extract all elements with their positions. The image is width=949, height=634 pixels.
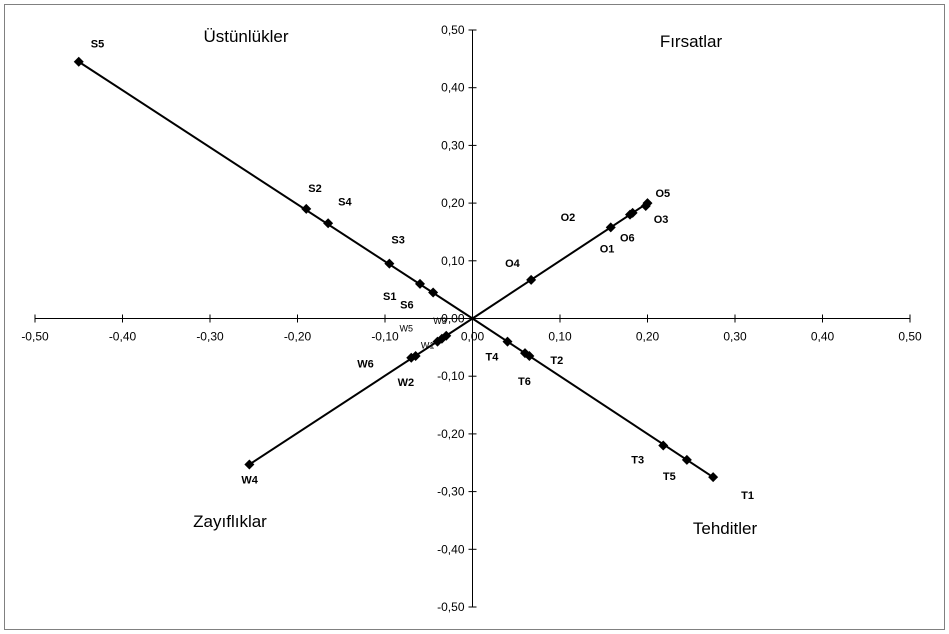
marker-t3 [658, 440, 669, 451]
series-line-t [471, 317, 714, 479]
y-tick-label: -0,30 [437, 485, 465, 499]
point-label-o4: O4 [505, 258, 521, 270]
x-tick-label: 0,20 [636, 330, 660, 344]
y-tick-label: -0,10 [437, 369, 465, 383]
point-label-s6: S6 [400, 300, 413, 312]
marker-t1 [708, 472, 719, 483]
marker-o1 [605, 222, 616, 233]
marker-s1 [415, 278, 425, 289]
x-tick-label: -0,40 [109, 330, 137, 344]
x-tick-label: -0,10 [371, 330, 399, 344]
markers [73, 56, 719, 483]
x-tick-label: 0,40 [811, 330, 835, 344]
marker-o6 [625, 209, 635, 220]
point-label-s1: S1 [383, 291, 396, 303]
marker-w1 [436, 333, 447, 344]
point-label-w4: W4 [241, 474, 258, 486]
point-label-w1: W1 [421, 341, 435, 351]
marker-w2 [410, 351, 421, 362]
x-tick-label: 0,00 [461, 330, 485, 344]
marker-o3 [640, 200, 651, 211]
quadrant-label-strengths: Üstünlükler [203, 27, 288, 46]
marker-t2 [524, 351, 535, 362]
quadrant-label-opportunities: Fırsatlar [660, 32, 723, 51]
point-label-t3: T3 [631, 454, 644, 466]
point-label-s4: S4 [338, 196, 352, 208]
point-label-o3: O3 [654, 214, 669, 226]
point-label-w3: W3 [433, 316, 447, 326]
y-tick-label: 0,20 [441, 196, 465, 210]
quadrant-label-threats: Tehditler [693, 519, 758, 538]
point-label-t2: T2 [550, 355, 563, 367]
y-tick-label: 0,00 [441, 312, 465, 326]
x-tick-label: 0,50 [898, 330, 922, 344]
marker-s2 [301, 203, 312, 214]
point-label-s2: S2 [308, 183, 321, 195]
x-tick-label: -0,50 [21, 330, 49, 344]
series-line-s [78, 60, 474, 320]
y-tick-label: 0,50 [441, 23, 465, 37]
y-tick-label: 0,40 [441, 81, 465, 95]
point-label-s3: S3 [391, 235, 404, 247]
marker-s3 [384, 258, 395, 269]
y-tick-label: 0,30 [441, 138, 465, 152]
x-tick-label: -0,30 [196, 330, 224, 344]
series-lines [78, 60, 714, 479]
series-line-o [471, 202, 649, 320]
x-tick-label: -0,20 [284, 330, 312, 344]
y-tick-label: -0,20 [437, 427, 465, 441]
point-label-t6: T6 [518, 376, 531, 388]
y-tick-label: -0,50 [437, 600, 465, 614]
marker-t5 [681, 454, 692, 465]
marker-t4 [502, 336, 513, 347]
point-label-o1: O1 [600, 243, 615, 255]
point-label-s5: S5 [91, 39, 104, 51]
y-tick-label: -0,40 [437, 542, 465, 556]
y-tick-label: 0,10 [441, 254, 465, 268]
point-label-w2: W2 [398, 377, 415, 389]
point-label-w6: W6 [357, 359, 374, 371]
point-labels: S5 S2 S4 S3 S1 S6 O5 O3 O2 O6 O1 O4 W5 W3 W1 W6 W2 W4 T4 T6… [91, 39, 754, 502]
point-label-o2: O2 [561, 212, 576, 224]
marker-s4 [323, 218, 334, 229]
marker-w4 [244, 459, 255, 470]
marker-o4 [526, 274, 537, 285]
quadrant-label-weaknesses: Zayıflıklar [193, 512, 267, 531]
point-label-o6: O6 [620, 233, 635, 245]
axes: -0,50 -0,40 -0,30 -0,20 -0,10 0,00 0,10 0,20 0,3… [21, 23, 922, 614]
point-label-t1: T1 [741, 490, 754, 502]
point-label-w5: W5 [400, 324, 414, 334]
point-label-t4: T4 [486, 352, 500, 364]
x-tick-label: 0,10 [548, 330, 572, 344]
point-label-t5: T5 [663, 471, 676, 483]
point-label-o5: O5 [656, 188, 671, 200]
x-tick-label: 0,30 [723, 330, 747, 344]
marker-s5 [73, 56, 84, 67]
marker-s6 [428, 287, 439, 298]
